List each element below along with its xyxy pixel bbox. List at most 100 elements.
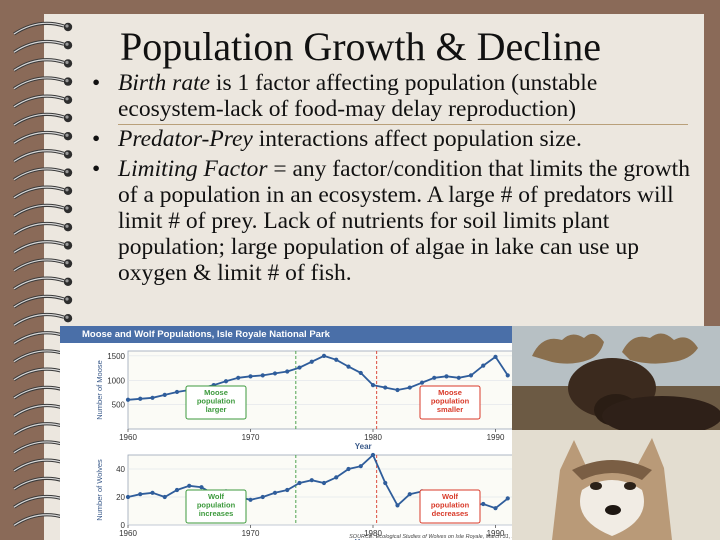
data-point — [334, 357, 339, 362]
ring — [13, 58, 73, 72]
data-point — [150, 490, 155, 495]
data-point — [309, 359, 314, 364]
data-point — [321, 480, 327, 486]
data-point — [309, 478, 314, 483]
data-point — [407, 385, 412, 390]
data-point — [248, 497, 253, 502]
data-point — [481, 501, 486, 507]
ring — [13, 203, 73, 218]
data-point — [223, 379, 229, 384]
ring — [13, 94, 73, 109]
ring — [13, 39, 73, 54]
x-tick-label: 1960 — [119, 529, 137, 538]
ring — [13, 130, 73, 145]
data-point — [432, 375, 437, 380]
wolf-photo — [512, 430, 720, 540]
x-axis-label: Year — [355, 442, 372, 451]
ring — [13, 112, 73, 127]
x-tick-label: 1960 — [119, 433, 137, 442]
x-tick-label: 1990 — [487, 529, 505, 538]
data-point — [272, 490, 278, 495]
data-point — [285, 487, 290, 493]
bullet-dot: • — [92, 156, 101, 182]
bullet-term: Predator-Prey — [118, 126, 253, 152]
data-point — [358, 370, 363, 376]
ring — [13, 76, 73, 90]
population-charts: 500 1000 1500 1960 1970 1980 1990 Year Number of… — [95, 350, 525, 540]
population-figure: Moose and Wolf Populations, Isle Royale … — [60, 326, 528, 540]
data-point — [346, 466, 351, 472]
data-point — [468, 373, 474, 378]
data-point — [199, 485, 204, 490]
bullet-limiting-factor: • Limiting Factor = any factor/condition… — [92, 156, 704, 286]
ring — [13, 258, 73, 272]
moose-chart: 500 1000 1500 1960 1970 1980 1990 Year Number of… — [95, 350, 521, 451]
data-point — [346, 364, 351, 369]
data-point — [187, 483, 192, 488]
data-point — [493, 354, 498, 359]
x-tick-label: 1980 — [364, 529, 382, 538]
data-point — [138, 396, 143, 401]
x-tick-label: 1990 — [487, 433, 505, 442]
separator-line — [118, 124, 688, 125]
bullet-text: = any factor/condition that limits the g… — [118, 156, 690, 286]
ring — [13, 276, 73, 291]
data-point — [419, 380, 425, 385]
data-point — [395, 387, 400, 393]
data-point — [297, 365, 302, 370]
slide-title: Population Growth & Decline — [120, 24, 602, 69]
data-point — [383, 480, 388, 486]
data-point — [260, 373, 265, 378]
data-point — [150, 395, 155, 400]
y-tick-label: 0 — [121, 521, 126, 530]
data-point — [444, 374, 449, 379]
y-tick-label: 1000 — [107, 376, 125, 385]
data-point — [370, 452, 376, 458]
callout-text: Wolf population decreases — [431, 492, 470, 518]
y-tick-label: 500 — [112, 401, 126, 410]
callout-text: Moose population larger — [197, 388, 236, 414]
data-point — [174, 487, 180, 493]
data-point — [272, 371, 278, 376]
data-point — [493, 506, 498, 511]
data-point — [162, 392, 167, 397]
figure-header: Moose and Wolf Populations, Isle Royale … — [60, 326, 528, 343]
x-tick-label: 1970 — [242, 529, 260, 538]
data-point — [236, 375, 241, 380]
bullet-dot: • — [92, 70, 101, 96]
data-point — [383, 385, 388, 390]
data-point — [395, 503, 400, 508]
ring — [13, 185, 73, 200]
data-point — [505, 496, 510, 501]
data-point — [162, 494, 167, 500]
ring — [13, 167, 73, 181]
data-point — [285, 369, 290, 374]
callout: Moose population larger — [185, 385, 247, 420]
bullet-term: Birth rate — [118, 70, 211, 96]
y-axis-label: Number of Moose — [95, 360, 104, 420]
callout-text: Wolf population increases — [197, 492, 236, 518]
ring — [13, 149, 73, 163]
data-point — [334, 475, 339, 480]
data-point — [481, 363, 486, 368]
data-point — [260, 494, 265, 500]
y-tick-label: 40 — [116, 465, 125, 474]
ring — [13, 221, 73, 236]
bullet-text: is 1 factor affecting population (unstab… — [118, 70, 598, 122]
bullet-list: • Birth rate is 1 factor affecting popul… — [92, 70, 704, 286]
data-point — [505, 373, 510, 378]
ring — [13, 21, 73, 36]
data-point — [407, 492, 412, 497]
y-tick-label: 20 — [116, 493, 125, 502]
ring — [13, 240, 73, 254]
bullet-birth-rate: • Birth rate is 1 factor affecting popul… — [92, 70, 704, 122]
data-point — [358, 464, 363, 469]
data-point — [321, 353, 327, 358]
data-point — [297, 480, 302, 486]
data-point — [456, 375, 461, 380]
data-point — [125, 397, 131, 402]
data-point — [248, 374, 253, 379]
figure-source: SOURCE: Ecological Studies of Wolves on … — [349, 534, 525, 540]
callout: Wolf population decreases — [419, 489, 481, 524]
x-tick-label: 1970 — [242, 433, 260, 442]
